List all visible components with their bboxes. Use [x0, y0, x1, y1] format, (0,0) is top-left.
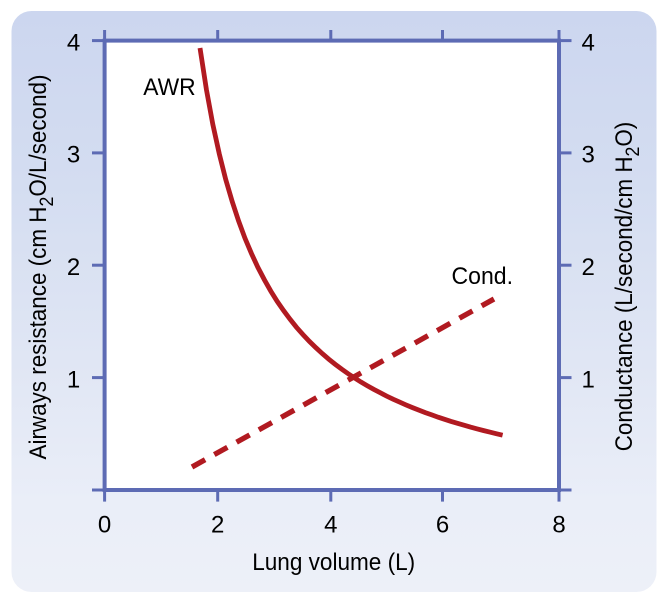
svg-text:Cond.: Cond. [452, 263, 514, 290]
svg-text:3: 3 [67, 142, 80, 169]
svg-text:0: 0 [98, 512, 111, 539]
svg-text:6: 6 [436, 512, 449, 539]
svg-text:2: 2 [211, 512, 224, 539]
svg-text:3: 3 [582, 142, 595, 169]
svg-text:8: 8 [552, 512, 565, 539]
svg-text:4: 4 [582, 29, 595, 56]
svg-text:4: 4 [324, 512, 337, 539]
svg-text:1: 1 [67, 366, 80, 393]
svg-text:2: 2 [582, 254, 595, 281]
svg-text:AWR: AWR [143, 74, 196, 101]
svg-text:4: 4 [67, 29, 80, 56]
svg-text:Lung volume (L): Lung volume (L) [252, 549, 415, 576]
svg-text:2: 2 [67, 254, 80, 281]
svg-text:1: 1 [582, 366, 595, 393]
